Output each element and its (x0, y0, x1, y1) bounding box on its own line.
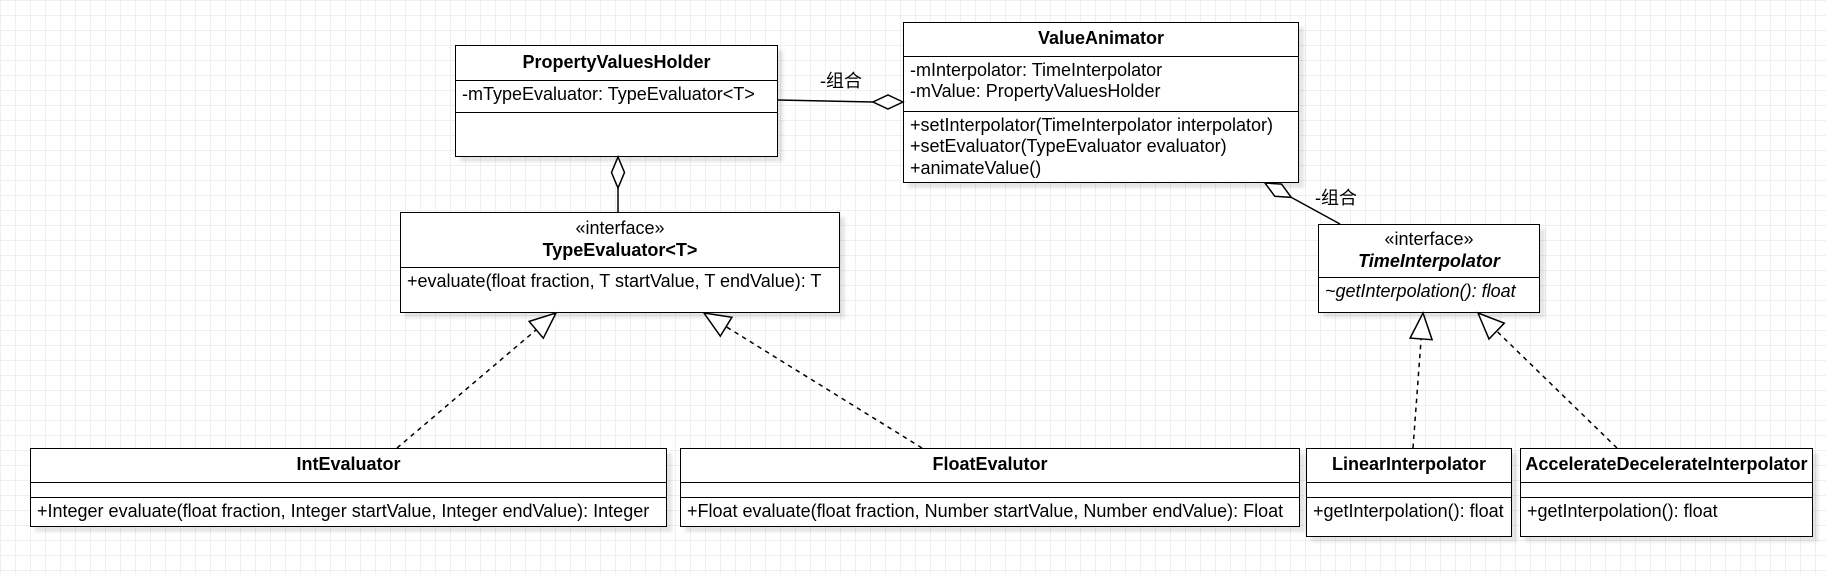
realization-triangle[interactable] (1476, 311, 1506, 341)
class-value-animator[interactable]: ValueAnimator -mInterpolator: TimeInterp… (903, 22, 1299, 183)
class-property-values-holder[interactable]: PropertyValuesHolder -mTypeEvaluator: Ty… (455, 45, 778, 157)
methods-section (456, 111, 777, 157)
realization-linear-interpolator[interactable] (1408, 311, 1434, 449)
attributes-section: -mInterpolator: TimeInterpolator -mValue… (904, 55, 1298, 111)
methods-section: +getInterpolation(): float (1307, 496, 1511, 537)
class-header: «interface» TypeEvaluator<T> (401, 213, 839, 267)
realization-line[interactable] (396, 329, 537, 449)
interface-time-interpolator[interactable]: «interface» TimeInterpolator ~getInterpo… (1318, 224, 1540, 313)
class-header: «interface» TimeInterpolator (1319, 225, 1539, 277)
class-header: FloatEvalutor (681, 449, 1299, 482)
method-row: +Integer evaluate(float fraction, Intege… (37, 500, 650, 521)
class-name: AccelerateDecelerateInterpolator (1525, 454, 1808, 475)
attribute-row: -mTypeEvaluator: TypeEvaluator<T> (462, 83, 755, 104)
aggregation-line[interactable] (1290, 196, 1341, 225)
interface-type-evaluator[interactable]: «interface» TypeEvaluator<T> +evaluate(f… (400, 212, 840, 313)
attributes-section (31, 481, 666, 497)
class-name: IntEvaluator (296, 454, 401, 475)
class-accelerate-decelerate-interpolator[interactable]: AccelerateDecelerateInterpolator +getInt… (1520, 448, 1813, 537)
method-row: +setInterpolator(TimeInterpolator interp… (910, 114, 1274, 135)
attributes-section (1521, 481, 1812, 497)
methods-section: +evaluate(float fraction, T startValue, … (401, 266, 839, 313)
edge-label-interpolator-to-animator: -组合 (1315, 188, 1357, 208)
stereotype-label: «interface» (1384, 229, 1474, 250)
class-header: AccelerateDecelerateInterpolator (1521, 449, 1812, 482)
realization-triangle[interactable] (1408, 311, 1434, 341)
realization-accelerate-decelerate-interpolator[interactable] (1476, 311, 1618, 449)
class-name: ValueAnimator (1037, 28, 1165, 49)
aggregation-diamond[interactable] (610, 155, 626, 190)
aggregation-holder-to-animator[interactable] (777, 94, 905, 110)
aggregation-line[interactable] (777, 99, 874, 103)
methods-section: +setInterpolator(TimeInterpolator interp… (904, 110, 1298, 183)
method-row: +Float evaluate(float fraction, Number s… (687, 500, 1284, 521)
methods-section: ~getInterpolation(): float (1319, 276, 1539, 313)
methods-section: +getInterpolation(): float (1521, 496, 1812, 537)
realization-line[interactable] (1412, 338, 1422, 449)
realization-line[interactable] (1496, 330, 1618, 449)
methods-section: +Float evaluate(float fraction, Number s… (681, 496, 1299, 527)
method-row: ~getInterpolation(): float (1325, 280, 1516, 301)
attributes-section (681, 481, 1299, 497)
class-int-evaluator[interactable]: IntEvaluator +Integer evaluate(float fra… (30, 448, 667, 527)
class-name: TimeInterpolator (1358, 250, 1500, 271)
method-row: +setEvaluator(TypeEvaluator evaluator) (910, 136, 1227, 157)
attributes-section: -mTypeEvaluator: TypeEvaluator<T> (456, 79, 777, 112)
method-row: +evaluate(float fraction, T startValue, … (407, 270, 822, 291)
aggregation-diamond[interactable] (871, 94, 905, 110)
class-name: TypeEvaluator<T> (542, 239, 698, 260)
aggregation-interpolator-to-animator[interactable] (1263, 182, 1341, 225)
realization-line[interactable] (725, 326, 923, 449)
method-row: +getInterpolation(): float (1313, 500, 1504, 521)
attributes-section (1307, 481, 1511, 497)
method-row: +animateValue() (910, 157, 1042, 178)
class-float-evalutor[interactable]: FloatEvalutor +Float evaluate(float frac… (680, 448, 1300, 527)
class-name: PropertyValuesHolder (522, 51, 711, 72)
realization-int-evaluator[interactable] (396, 311, 558, 449)
stereotype-label: «interface» (575, 218, 665, 239)
realization-float-evalutor[interactable] (702, 311, 923, 449)
class-header: PropertyValuesHolder (456, 46, 777, 80)
method-row: +getInterpolation(): float (1527, 500, 1718, 521)
aggregation-evaluator-to-holder[interactable] (610, 155, 626, 212)
class-header: IntEvaluator (31, 449, 666, 482)
attribute-row: -mValue: PropertyValuesHolder (910, 81, 1161, 102)
realization-triangle[interactable] (527, 311, 558, 340)
class-linear-interpolator[interactable]: LinearInterpolator +getInterpolation(): … (1306, 448, 1512, 537)
realization-triangle[interactable] (702, 311, 734, 338)
class-name: LinearInterpolator (1331, 454, 1487, 475)
class-header: ValueAnimator (904, 23, 1298, 56)
edge-label-holder-to-animator: -组合 (820, 71, 862, 91)
class-name: FloatEvalutor (932, 454, 1048, 475)
attribute-row: -mInterpolator: TimeInterpolator (910, 59, 1163, 80)
class-header: LinearInterpolator (1307, 449, 1511, 482)
methods-section: +Integer evaluate(float fraction, Intege… (31, 496, 666, 527)
aggregation-diamond[interactable] (1263, 182, 1293, 199)
